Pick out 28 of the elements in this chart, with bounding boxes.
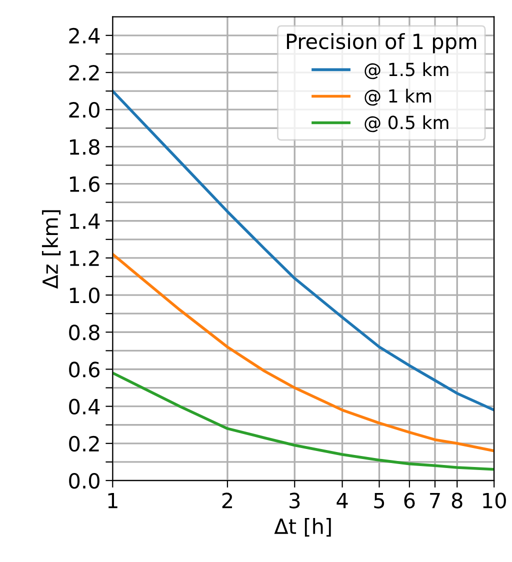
x-tick-label: 7 [430, 492, 440, 508]
y-tick-label: 0.0 [69, 472, 100, 489]
x-tick-label: 8 [452, 492, 462, 508]
y-tick-label: 2.0 [69, 102, 100, 118]
y-tick-label: 1.6 [70, 176, 100, 192]
x-tick-label: 4 [336, 492, 348, 508]
y-axis-title: Δz [km] [42, 210, 61, 289]
y-tick-label: 1.0 [70, 288, 100, 304]
legend-label: @ 0.5 km [364, 115, 448, 132]
y-tick-label: 0.6 [69, 362, 100, 378]
y-tick-label: 2.4 [69, 28, 100, 44]
x-tick-label: 6 [404, 492, 415, 508]
y-tick-label: 2.2 [69, 64, 99, 80]
legend-label: @ 1 km [364, 88, 432, 106]
x-tick-label: 1 [108, 492, 118, 508]
y-tick-label: 0.2 [69, 436, 99, 452]
y-tick-label: 1.4 [70, 214, 100, 229]
x-tick-label: 2 [222, 492, 232, 508]
y-tick-label: 0.4 [69, 398, 100, 415]
x-tick-label: 3 [290, 492, 300, 508]
y-tick-label: 0.8 [69, 324, 100, 340]
y-tick-label: 1.8 [70, 139, 100, 155]
x-tick-label: 5 [374, 492, 384, 508]
legend-label: @ 1.5 km [364, 62, 448, 80]
x-axis-title: Δt [h] [274, 518, 331, 537]
legend-title: Precision of 1 ppm [286, 33, 476, 54]
y-tick-label: 1.2 [70, 250, 99, 266]
x-tick-label: 10 [483, 492, 506, 508]
